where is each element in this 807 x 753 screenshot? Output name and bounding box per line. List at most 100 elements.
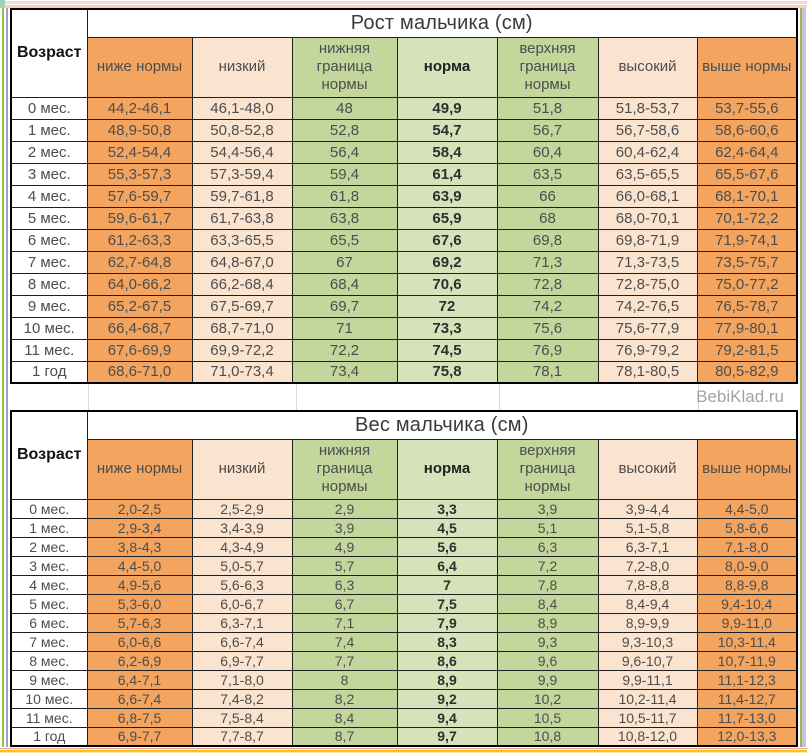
value-cell: 7,1-8,0 [696,536,798,557]
value-cell: 6,6-7,4 [86,688,193,709]
value-cell: 7,7-8,7 [191,726,293,747]
value-cell: 8,2 [291,688,398,709]
value-cell: 66 [496,184,599,208]
value-cell: 9,7 [396,726,498,747]
value-cell: 67 [291,250,398,274]
value-cell: 5,7 [291,555,398,576]
value-cell: 9,3 [496,631,599,652]
value-cell: 9,4-10,4 [696,593,798,614]
col-header: нижняя граница нормы [291,438,398,500]
value-cell: 5,0-5,7 [191,555,293,576]
value-cell: 10,3-11,4 [696,631,798,652]
col-header: верхняя граница нормы [496,438,599,500]
value-cell: 6,2-6,9 [86,650,193,671]
value-cell: 2,9 [291,498,398,519]
value-cell: 71,3-73,5 [597,250,698,274]
table-row: 1 мес. 48,9-50,8 50,8-52,8 52,8 54,7 56,7 56,7… [10,118,798,142]
value-cell: 59,4 [291,162,398,186]
value-cell: 74,2-76,5 [597,294,698,318]
value-cell: 3,9 [291,517,398,538]
table-row: 1 год 6,9-7,7 7,7-8,7 8,7 9,7 10,8 10,8-12,0 12… [10,726,798,747]
table-row: 6 мес. 61,2-63,3 63,3-65,5 65,5 67,6 69,8 69,8… [10,228,798,252]
value-cell: 61,4 [396,162,498,186]
value-cell: 65,5-67,6 [696,162,798,186]
col-header: норма [396,438,498,500]
value-cell: 65,5 [291,228,398,252]
value-cell: 73,3 [396,316,498,340]
value-cell: 67,6 [396,228,498,252]
value-cell: 3,9-4,4 [597,498,698,519]
age-cell: 6 мес. [10,612,88,633]
table-row: 9 мес. 65,2-67,5 67,5-69,7 69,7 72 74,2 74,2-7… [10,294,798,318]
value-cell: 3,9 [496,498,599,519]
age-cell: 10 мес. [10,316,88,340]
value-cell: 10,2 [496,688,599,709]
value-cell: 56,4 [291,140,398,164]
value-cell: 10,5 [496,707,599,728]
value-cell: 9,3-10,3 [597,631,698,652]
value-cell: 72,8-75,0 [597,272,698,296]
value-cell: 76,9-79,2 [597,338,698,362]
age-cell: 5 мес. [10,593,88,614]
value-cell: 59,7-61,8 [191,184,293,208]
value-cell: 7,4 [291,631,398,652]
value-cell: 76,5-78,7 [696,294,798,318]
value-cell: 70,6 [396,272,498,296]
age-cell: 4 мес. [10,574,88,595]
value-cell: 6,0-6,7 [191,593,293,614]
table-row: 5 мес. 5,3-6,0 6,0-6,7 6,7 7,5 8,4 8,4-9,4 9,4-… [10,593,798,614]
age-cell: 8 мес. [10,650,88,671]
value-cell: 9,6-10,7 [597,650,698,671]
value-cell: 7,8-8,8 [597,574,698,595]
table-row: 7 мес. 62,7-64,8 64,8-67,0 67 69,2 71,3 71,3-7… [10,250,798,274]
value-cell: 8,4 [496,593,599,614]
value-cell: 3,4-3,9 [191,517,293,538]
value-cell: 7,2 [496,555,599,576]
value-cell: 57,6-59,7 [86,184,193,208]
value-cell: 66,2-68,4 [191,272,293,296]
table-row: 0 мес. 2,0-2,5 2,5-2,9 2,9 3,3 3,9 3,9-4,4 4,4-… [10,498,798,519]
value-cell: 7,1 [291,612,398,633]
value-cell: 8,8-9,8 [696,574,798,595]
value-cell: 8,9 [496,612,599,633]
value-cell: 79,2-81,5 [696,338,798,362]
value-cell: 7 [396,574,498,595]
value-cell: 68,7-71,0 [191,316,293,340]
value-cell: 80,5-82,9 [696,360,798,384]
value-cell: 6,9-7,7 [86,726,193,747]
value-cell: 53,7-55,6 [696,96,798,120]
age-column-header: Возраст [10,410,88,500]
value-cell: 5,6-6,3 [191,574,293,595]
value-cell: 68,0-70,1 [597,206,698,230]
value-cell: 66,0-68,1 [597,184,698,208]
table-row: 6 мес. 5,7-6,3 6,3-7,1 7,1 7,9 8,9 8,9-9,9 9,9-… [10,612,798,633]
value-cell: 7,8 [496,574,599,595]
age-cell: 9 мес. [10,669,88,690]
value-cell: 50,8-52,8 [191,118,293,142]
table-row: 3 мес. 4,4-5,0 5,0-5,7 5,7 6,4 7,2 7,2-8,0 8,0-… [10,555,798,576]
value-cell: 3,8-4,3 [86,536,193,557]
value-cell: 5,8-6,6 [696,517,798,538]
value-cell: 3,3 [396,498,498,519]
col-header: низкий [191,36,293,98]
value-cell: 4,9-5,6 [86,574,193,595]
table-row: 1 мес. 2,9-3,4 3,4-3,9 3,9 4,5 5,1 5,1-5,8 5,8-… [10,517,798,538]
value-cell: 63,8 [291,206,398,230]
value-cell: 6,0-6,6 [86,631,193,652]
table-row: 8 мес. 6,2-6,9 6,9-7,7 7,7 8,6 9,6 9,6-10,7 10,… [10,650,798,671]
value-cell: 68,1-70,1 [696,184,798,208]
height-table: Возраст Рост мальчика (см) ниже нормы низки… [10,8,799,384]
col-header: выше нормы [696,36,798,98]
value-cell: 48 [291,96,398,120]
value-cell: 10,8-12,0 [597,726,698,747]
value-cell: 60,4 [496,140,599,164]
value-cell: 76,9 [496,338,599,362]
value-cell: 7,5 [396,593,498,614]
value-cell: 11,4-12,7 [696,688,798,709]
value-cell: 10,7-11,9 [696,650,798,671]
value-cell: 4,4-5,0 [696,498,798,519]
table-title: Вес мальчика (см) [86,410,798,440]
value-cell: 61,2-63,3 [86,228,193,252]
table-row: 11 мес. 67,6-69,9 69,9-72,2 72,2 74,5 76,9 76,… [10,338,798,362]
value-cell: 68,6-71,0 [86,360,193,384]
